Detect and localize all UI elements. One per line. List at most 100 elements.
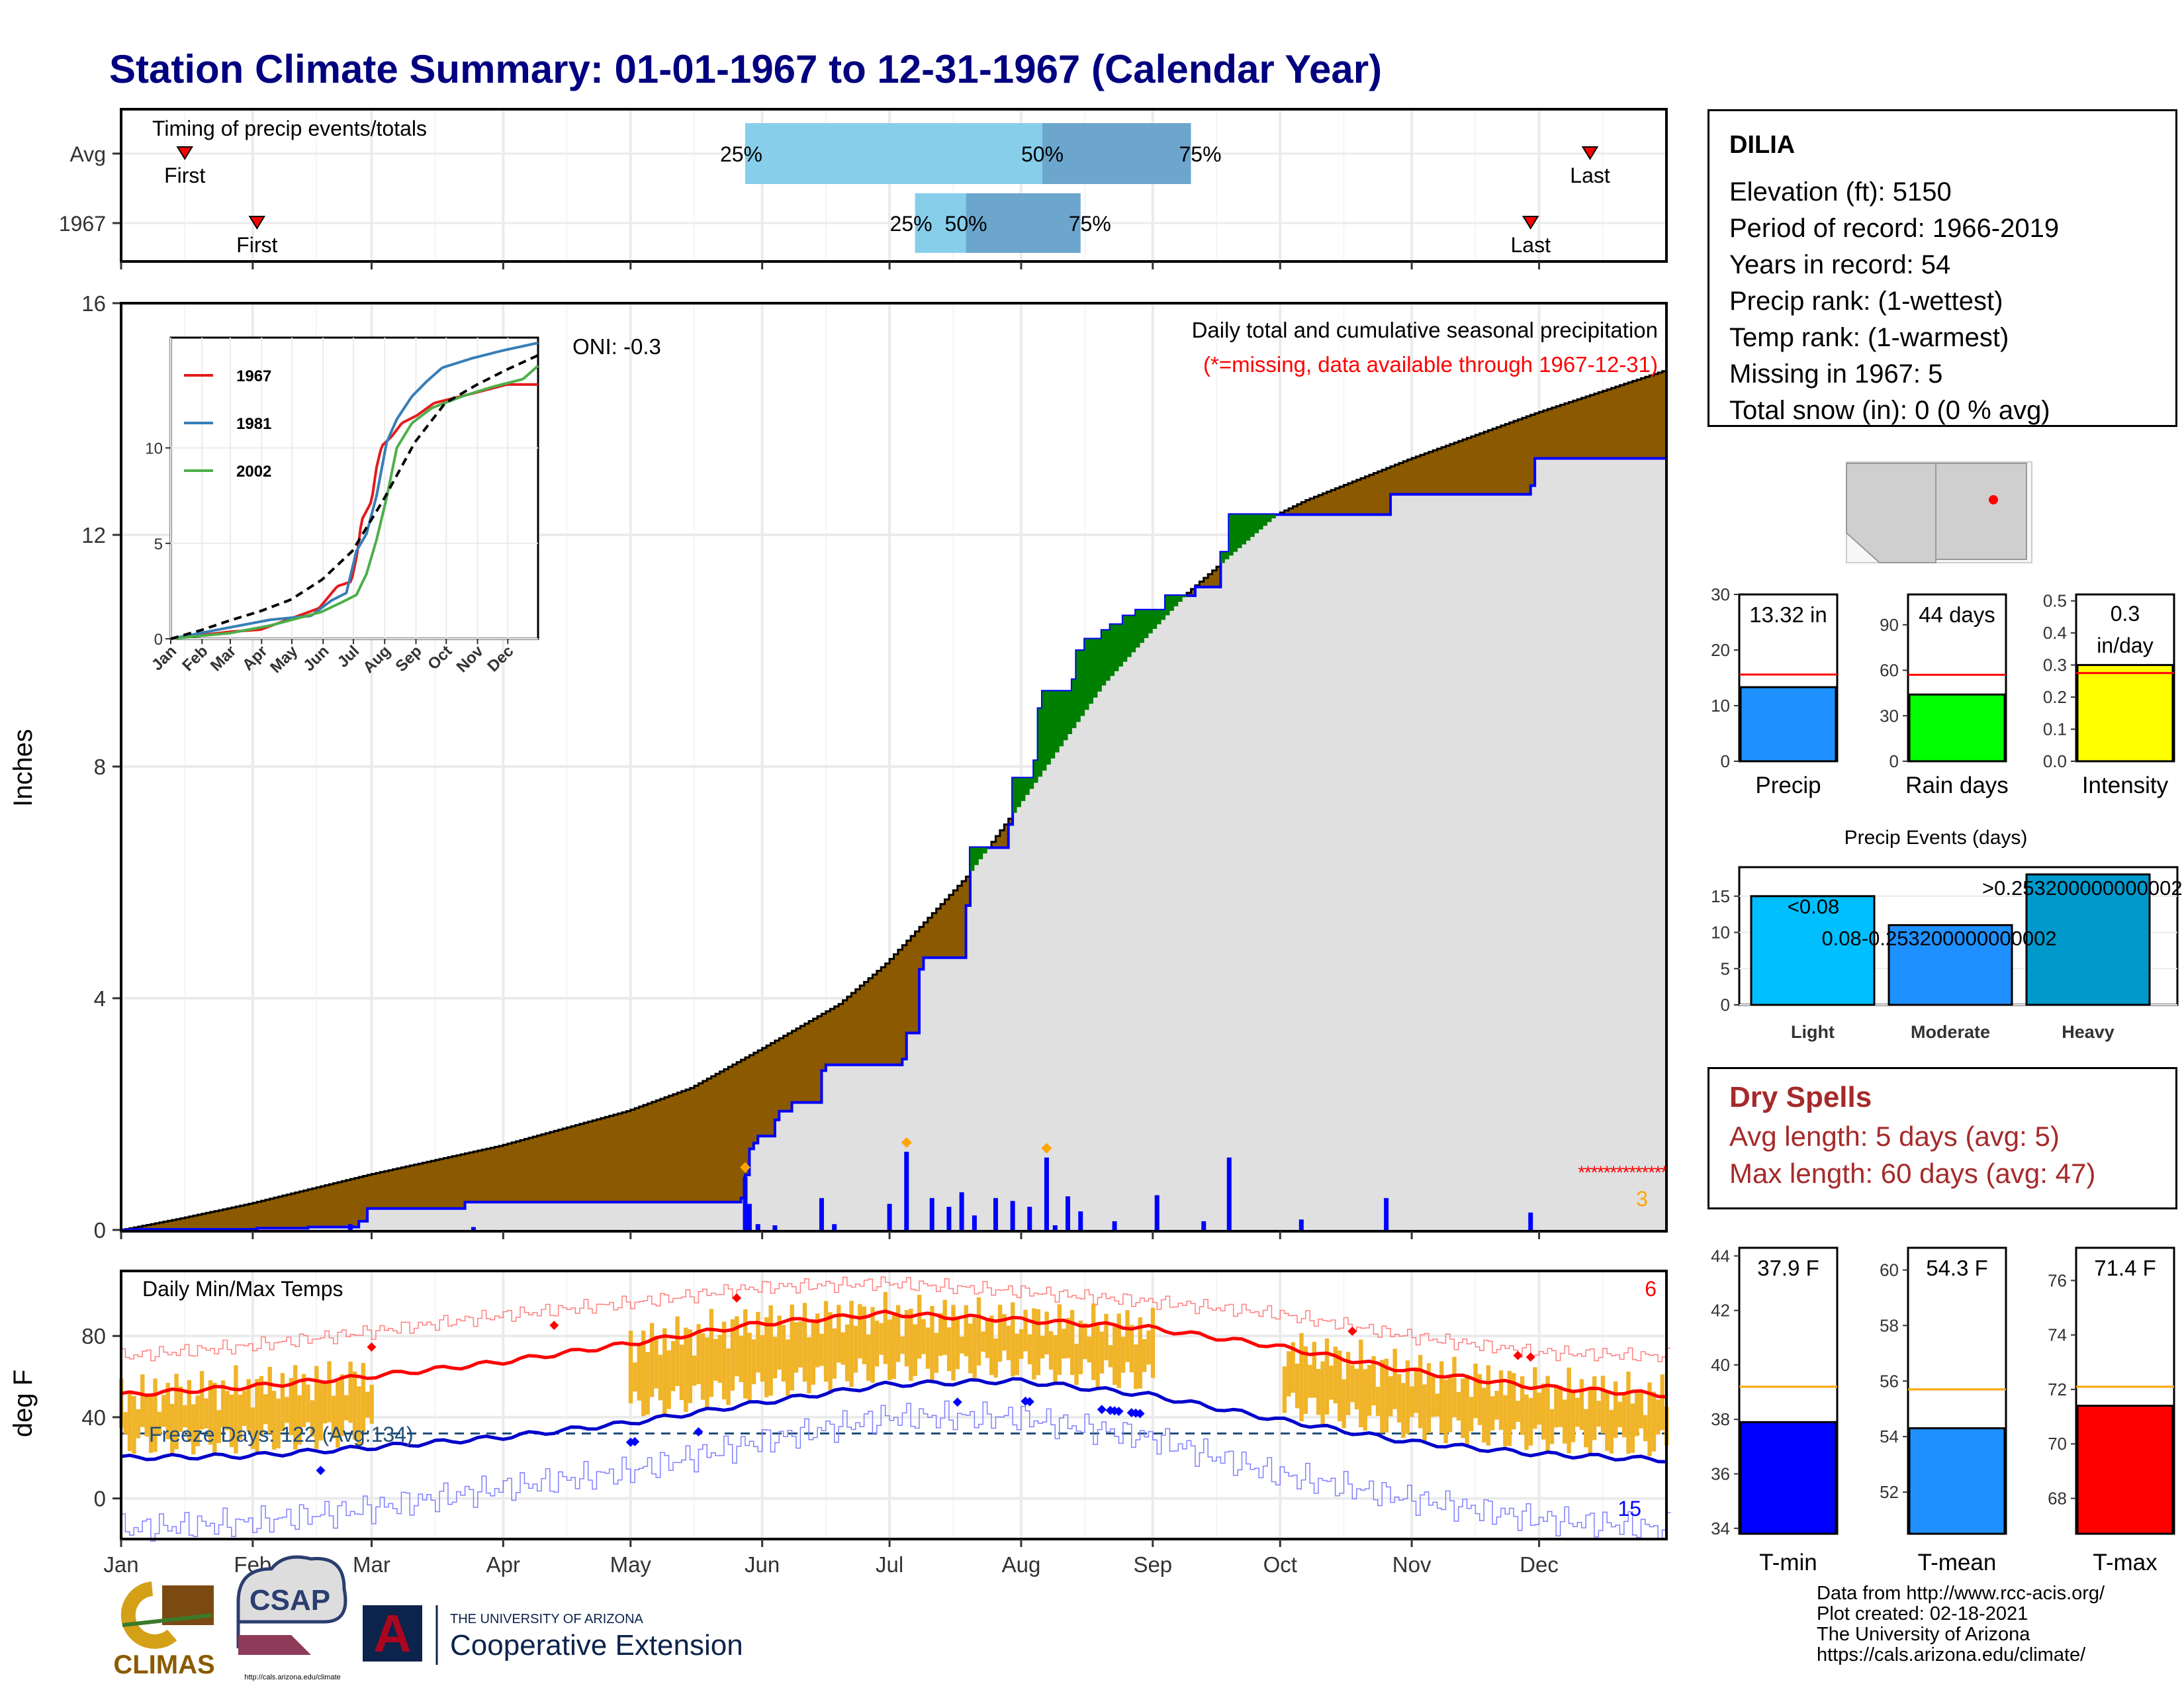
- daily-temp-bar: [255, 1379, 259, 1452]
- daily-precip-bar: [1052, 1225, 1058, 1230]
- oni-label: ONI: -0.3: [572, 334, 661, 359]
- daily-temp-bar: [1367, 1365, 1372, 1416]
- daily-temp-bar: [343, 1395, 349, 1421]
- daily-temp-bar: [786, 1339, 790, 1396]
- daily-temp-bar: [1461, 1378, 1465, 1438]
- daily-temp-bar: [259, 1376, 264, 1436]
- t-max-y-tick-label: 76: [2048, 1270, 2067, 1290]
- missing-day-marker: *: [1616, 1162, 1623, 1183]
- daily-temp-bar: [794, 1322, 799, 1373]
- temp-series: [119, 1276, 1671, 1542]
- daily-temp-bar: [140, 1374, 145, 1427]
- daily-temp-bar: [1138, 1317, 1142, 1389]
- daily-temp-bar: [858, 1304, 862, 1359]
- daily-temp-bar: [1537, 1392, 1541, 1425]
- t-mean-y-tick-label: 52: [1880, 1482, 1899, 1502]
- daily-temp-bar: [768, 1305, 773, 1396]
- daily-precip-bar: [929, 1197, 934, 1230]
- intensity-y-tick-label: 0.3: [2043, 655, 2067, 675]
- daily-temp-bar: [955, 1319, 960, 1370]
- daily-temp-bar: [781, 1325, 786, 1382]
- climas-logo-stroke: [122, 1613, 212, 1627]
- daily-temp-bar: [841, 1332, 845, 1365]
- month-label-jan: Jan: [103, 1552, 138, 1577]
- record-min-marker: [1024, 1397, 1034, 1407]
- missing-day-marker: *: [1578, 1162, 1585, 1183]
- daily-temp-bar: [1303, 1346, 1308, 1414]
- daily-temp-bar: [1486, 1365, 1490, 1446]
- daily-temp-bar: [1533, 1367, 1537, 1429]
- missing-day-marker: *: [1661, 1162, 1668, 1183]
- daily-temp-bar: [165, 1383, 170, 1440]
- t-max-y-tick-label: 70: [2048, 1434, 2067, 1454]
- daily-precip-bar: [1112, 1221, 1117, 1230]
- timing-p75-label: 75%: [1179, 142, 1222, 166]
- daily-temp-bar: [301, 1374, 306, 1427]
- month-label-jun: Jun: [745, 1552, 780, 1577]
- month-label-oct: Oct: [1263, 1552, 1297, 1577]
- daily-precip-bar: [832, 1224, 837, 1230]
- daily-temp-bar: [1579, 1379, 1584, 1430]
- daily-temp-bar: [1545, 1376, 1550, 1452]
- daily-temp-bar: [823, 1301, 829, 1382]
- t-mean-y-tick-label: 56: [1880, 1371, 1899, 1391]
- daily-temp-bar: [1626, 1371, 1631, 1454]
- precip-y-tick-label: 4: [94, 986, 106, 1011]
- daily-temp-bar: [136, 1409, 141, 1438]
- daily-temp-bar: [1596, 1401, 1601, 1427]
- timing-first-label: First: [236, 233, 277, 257]
- intensity-value-label: 0.3: [2111, 602, 2140, 626]
- daily-temp-bar: [361, 1362, 366, 1432]
- month-label-nov: Nov: [1392, 1552, 1432, 1577]
- daily-temp-bar: [743, 1309, 748, 1399]
- month-label-aug: Aug: [1002, 1552, 1041, 1577]
- daily-temp-bar: [798, 1321, 803, 1368]
- daily-temp-bar: [1345, 1352, 1351, 1415]
- month-label-sep: Sep: [1133, 1552, 1172, 1577]
- daily-temp-bar: [713, 1338, 718, 1381]
- timing-panel: 25% 50% 75% First Last Avg 25% 50% 75% First Last 1…: [59, 108, 1668, 263]
- t-min-y-tick-label: 44: [1711, 1246, 1730, 1266]
- daily-temp-bar: [891, 1313, 896, 1380]
- rain-days-y-tick-label: 90: [1880, 615, 1899, 635]
- t-mean-y-tick-label: 54: [1880, 1427, 1899, 1446]
- daily-precip-bar: [819, 1197, 824, 1230]
- daily-temp-bar: [1503, 1395, 1508, 1447]
- daily-temp-bar: [862, 1306, 866, 1364]
- t-min-category-label: T-min: [1759, 1550, 1817, 1575]
- daily-temp-bar: [1639, 1390, 1643, 1429]
- climas-logo-text: CLIMAS: [113, 1650, 214, 1679]
- observed-cumulative-area: [121, 458, 1666, 1230]
- daily-temp-bar: [654, 1336, 659, 1389]
- daily-temp-bar: [942, 1299, 947, 1355]
- record-min-marker: [316, 1466, 326, 1476]
- daily-precip-bar: [972, 1215, 977, 1230]
- daily-temp-bar: [909, 1308, 913, 1382]
- daily-temp-bar: [1312, 1342, 1316, 1398]
- daily-temp-bar: [310, 1400, 315, 1437]
- daily-temp-bar: [322, 1380, 328, 1424]
- inset-legend: 1967 1981 2002: [184, 367, 271, 481]
- daily-temp-bar: [1363, 1369, 1367, 1431]
- daily-temp-bar: [913, 1324, 917, 1376]
- daily-temp-bar: [1435, 1393, 1439, 1417]
- record-max-marker: [367, 1342, 377, 1352]
- t-min-value-label: 37.9 F: [1757, 1256, 1819, 1280]
- daily-temp-bar: [1333, 1346, 1338, 1404]
- daily-temp-bar: [883, 1291, 888, 1364]
- daily-temp-bar: [960, 1336, 964, 1354]
- daily-temp-bar: [802, 1303, 807, 1382]
- intensity-y-tick-label: 0.0: [2043, 751, 2067, 771]
- daily-temp-bar: [123, 1412, 128, 1434]
- ua-logo-block: [363, 1605, 422, 1662]
- daily-temp-bar: [352, 1371, 357, 1440]
- daily-temp-bar: [1308, 1364, 1312, 1398]
- daily-temp-bar: [1414, 1367, 1418, 1413]
- state-locator-map: [1846, 461, 2032, 563]
- temp-panel-border: [120, 1270, 1668, 1540]
- daily-temp-bar: [679, 1344, 684, 1401]
- daily-temp-bar: [1099, 1331, 1105, 1374]
- daily-temp-bar: [777, 1315, 782, 1370]
- events-bar-light: [1750, 895, 1876, 1006]
